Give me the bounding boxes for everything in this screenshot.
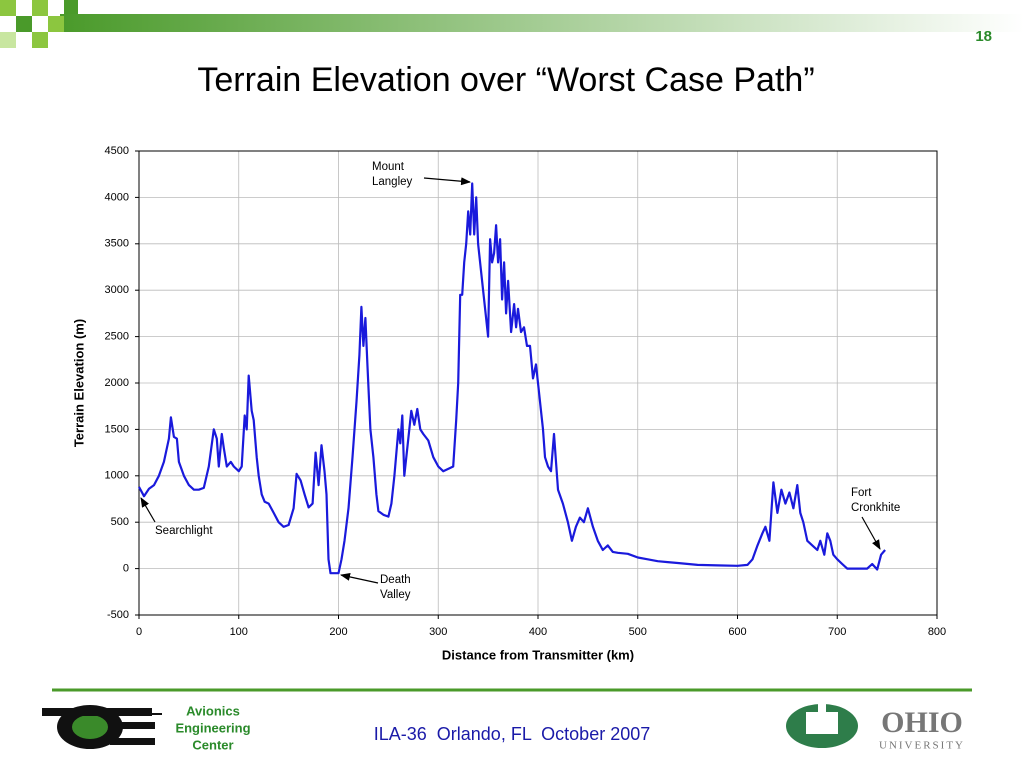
y-tick-label: -500 xyxy=(107,609,129,621)
x-tick-label: 500 xyxy=(629,626,647,638)
page-number: 18 xyxy=(975,28,992,45)
y-tick-label: 3000 xyxy=(105,284,129,296)
x-tick-label: 200 xyxy=(329,626,347,638)
x-tick-label: 400 xyxy=(529,626,547,638)
x-axis-label: Distance from Transmitter (km) xyxy=(442,647,634,662)
y-axis-label: Terrain Elevation (m) xyxy=(71,319,86,447)
y-tick-label: 500 xyxy=(111,516,129,528)
annotation: Langley xyxy=(372,176,413,188)
x-tick-label: 0 xyxy=(136,626,142,638)
x-tick-label: 100 xyxy=(230,626,248,638)
annotation-arrow xyxy=(340,572,379,584)
annotation: Searchlight xyxy=(155,525,213,537)
y-tick-label: 1000 xyxy=(105,470,129,482)
logo-text: OHIO xyxy=(881,706,963,739)
annotation: Valley xyxy=(380,589,411,601)
header-bar xyxy=(60,14,1024,32)
y-tick-label: 4000 xyxy=(105,191,129,203)
footer-text: ILA-36 Orlando, FL October 2007 xyxy=(374,724,651,744)
annotation-arrow xyxy=(140,497,156,523)
chart: -500050010001500200025003000350040004500… xyxy=(71,145,946,663)
x-tick-label: 700 xyxy=(828,626,846,638)
y-tick-label: 1500 xyxy=(105,423,129,435)
x-tick-label: 600 xyxy=(728,626,746,638)
right-logo-seal xyxy=(786,702,858,748)
logo-text: Avionics xyxy=(186,703,240,718)
line xyxy=(138,182,886,575)
annotation: Mount xyxy=(372,161,405,173)
y-tick-label: 0 xyxy=(123,563,129,575)
header-squares xyxy=(0,0,78,48)
annotation-arrow xyxy=(423,177,471,186)
logo-text: UNIVERSITY xyxy=(879,740,965,752)
annotation: Fort xyxy=(851,487,872,499)
y-tick-label: 4500 xyxy=(105,145,129,157)
annotation: Cronkhite xyxy=(851,502,900,514)
y-tick-label: 2500 xyxy=(105,331,129,343)
logo-text: Engineering xyxy=(175,720,250,735)
annotation: Death xyxy=(380,574,411,586)
logo-text: Center xyxy=(192,737,233,752)
left-logo xyxy=(42,705,162,749)
y-tick-label: 3500 xyxy=(105,238,129,250)
annotation-arrow xyxy=(861,516,881,550)
x-tick-label: 800 xyxy=(928,626,946,638)
slide-title: Terrain Elevation over “Worst Case Path” xyxy=(197,61,814,99)
y-tick-label: 2000 xyxy=(105,377,129,389)
plot-border xyxy=(138,150,938,616)
x-tick-label: 300 xyxy=(429,626,447,638)
